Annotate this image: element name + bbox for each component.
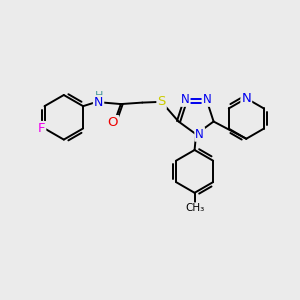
Text: N: N	[94, 96, 103, 109]
Text: S: S	[158, 95, 166, 109]
Text: N: N	[195, 128, 204, 141]
Text: H: H	[94, 91, 103, 101]
Text: O: O	[108, 116, 118, 129]
Text: N: N	[181, 93, 190, 106]
Text: N: N	[242, 92, 251, 105]
Text: CH₃: CH₃	[185, 203, 204, 213]
Text: F: F	[38, 122, 45, 135]
Text: N: N	[202, 93, 211, 106]
